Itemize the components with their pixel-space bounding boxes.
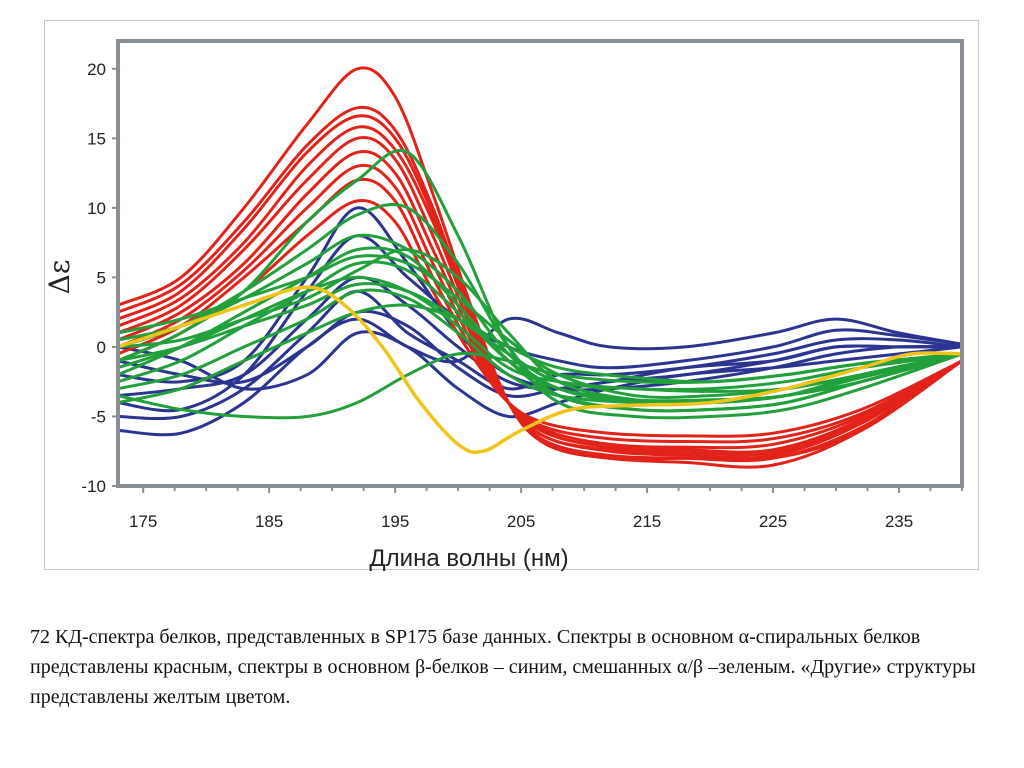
series-line-red-4	[116, 136, 964, 457]
y-tick-label-1: 15	[87, 129, 106, 148]
figure-caption: 72 КД-спектра белков, представленных в S…	[30, 626, 976, 708]
series-line-green-27	[116, 303, 964, 405]
series-line-green-16	[116, 148, 964, 420]
plot-border	[116, 39, 964, 488]
x-axis-title: Длина волны (нм)	[369, 545, 568, 571]
y-tick-label-4: 0	[97, 338, 106, 357]
tick-layer: 20 15 10 5 0 -5 -10 175 185 195 205 215 225 235	[81, 60, 963, 531]
series-line-green-26	[116, 248, 964, 405]
x-tick-label-1: 185	[255, 512, 283, 531]
x-tick-label-6: 235	[885, 512, 913, 531]
series-line-red-5	[116, 150, 964, 454]
y-tick-label-2: 10	[87, 199, 106, 218]
series-line-blue-9	[116, 316, 964, 437]
x-tick-label-3: 205	[507, 512, 535, 531]
series-line-yellow-28	[116, 285, 964, 455]
series-line-blue-15	[116, 309, 964, 398]
series-layer	[116, 66, 964, 469]
x-tick-label-2: 195	[381, 512, 409, 531]
series-line-red-6	[116, 163, 964, 450]
axis-layer	[116, 39, 964, 488]
series-line-red-7	[116, 177, 964, 444]
y-axis-title: Δε	[45, 260, 76, 295]
x-tick-label-0: 175	[129, 512, 157, 531]
y-tick-label-3: 5	[97, 268, 106, 287]
y-tick-label-0: 20	[87, 60, 106, 79]
y-tick-label-6: -10	[81, 477, 106, 496]
x-tick-label-5: 225	[759, 512, 787, 531]
y-tick-label-5: -5	[91, 407, 106, 426]
series-line-red-1	[116, 105, 964, 469]
chart-frame: 20 15 10 5 0 -5 -10 175 185 195 205 215 225 235 Длина…	[44, 20, 979, 571]
series-line-blue-12	[116, 330, 964, 419]
cd-spectra-chart: 20 15 10 5 0 -5 -10 175 185 195 205 215 225 235 Длина…	[45, 39, 964, 571]
x-tick-label-4: 215	[633, 512, 661, 531]
